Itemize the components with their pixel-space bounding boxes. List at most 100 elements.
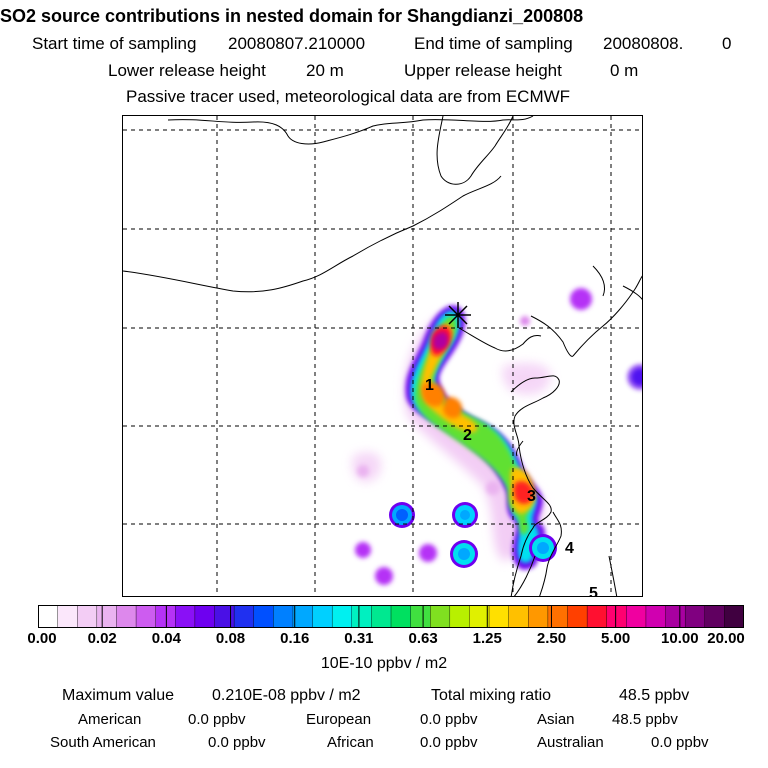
colorbar-tick-label: 20.00	[707, 630, 745, 647]
colorbar-tick-label: 0.00	[27, 630, 57, 647]
colorbar-tick-label: 1.25	[472, 630, 502, 647]
region-name-asian: Asian	[537, 711, 575, 728]
region-value-australian: 0.0 ppbv	[651, 734, 709, 751]
colorbar-tick-label: 2.50	[536, 630, 567, 647]
colorbar-cell	[135, 605, 157, 628]
start-time-value: 20080807.210000	[228, 34, 366, 53]
colorbar-tick-label: 10.00	[661, 630, 699, 647]
colorbar-cell	[77, 605, 98, 628]
colorbar-cell	[155, 605, 176, 628]
plume-orange-mid	[421, 382, 446, 407]
colorbar-cell	[214, 605, 235, 628]
plume-red-south	[513, 481, 534, 504]
plume-magenta-core	[433, 331, 449, 350]
upper-release-label: Upper release height	[404, 61, 562, 80]
colorbar-tick-label: 0.63	[408, 630, 438, 647]
region-name-european: European	[306, 711, 372, 728]
region-value-african: 0.0 ppbv	[420, 734, 478, 751]
blob-violet-c	[375, 567, 393, 585]
colorbar-tick-label: 0.04	[151, 630, 181, 647]
region-name-australian: Australian	[537, 734, 604, 751]
lower-release-value: 20 m	[306, 61, 344, 80]
start-time-label: Start time of sampling	[32, 34, 197, 53]
end-time-label: End time of sampling	[414, 34, 573, 53]
map-gridlines	[123, 116, 642, 596]
region-label-4: 4	[565, 540, 574, 557]
colorbar-cell	[567, 605, 588, 628]
colorbar-tick-label: 5.00	[601, 630, 631, 647]
colorbar-cell	[351, 605, 373, 628]
colorbar-cell	[312, 605, 333, 628]
upper-release-value: 0 m	[610, 61, 639, 80]
region-name-american: American	[78, 711, 142, 728]
map-plot-area: 1 2 3 4 5	[122, 115, 643, 597]
colorbar-tick-label: 0.16	[280, 630, 310, 647]
colorbar-cell	[430, 605, 451, 628]
end-time-value: 20080808.	[603, 34, 684, 53]
colorbar-cell	[469, 605, 490, 628]
region-label-5: 5	[589, 585, 598, 597]
colorbar-cell	[508, 605, 529, 628]
blob-west-2	[452, 502, 478, 528]
region-value-asian: 48.5 ppbv	[612, 711, 678, 728]
end-time-hour: 0	[722, 34, 732, 53]
region-label-1: 1	[425, 377, 434, 394]
map-svg: 1 2 3 4 5	[123, 116, 642, 597]
colorbar-cell	[331, 605, 353, 628]
region-value-south-american: 0.0 ppbv	[208, 734, 266, 751]
colorbar-cell	[96, 605, 118, 628]
colorbar	[38, 605, 744, 628]
colorbar-cell	[116, 605, 137, 628]
colorbar-tick-label: 0.02	[87, 630, 117, 647]
colorbar-cell	[488, 605, 510, 628]
colorbar-cell	[586, 605, 608, 628]
blob-pink-f	[486, 481, 500, 495]
colorbar-tick-label: 0.31	[344, 630, 374, 647]
colorbar-cell	[410, 605, 431, 628]
region-value-european: 0.0 ppbv	[420, 711, 478, 728]
coastlines	[123, 116, 642, 596]
colorbar-cell	[57, 605, 78, 628]
region-label-3: 3	[527, 488, 536, 505]
blob-violet-b	[355, 542, 371, 558]
colorbar-cell	[273, 605, 294, 628]
region-label-2: 2	[463, 427, 472, 444]
plume-heatmap	[352, 288, 642, 585]
receptor-marker	[445, 302, 471, 328]
chart-title: SO2 source contributions in nested domai…	[0, 6, 584, 26]
colorbar-cell	[645, 605, 667, 628]
colorbar-cell	[371, 605, 392, 628]
max-value: 0.210E-08 ppbv / m2	[212, 687, 361, 704]
region-name-south-american: South American	[50, 734, 156, 751]
colorbar-cell	[292, 605, 314, 628]
colorbar-cell	[724, 605, 744, 628]
blob-east-edge-outer	[627, 364, 642, 390]
colorbar-cell	[665, 605, 686, 628]
lower-release-label: Lower release height	[108, 61, 266, 80]
tracer-note: Passive tracer used, meteorological data…	[126, 87, 571, 106]
total-mixing-label: Total mixing ratio	[431, 687, 552, 704]
colorbar-cell	[233, 605, 255, 628]
blob-south-4	[529, 534, 557, 562]
colorbar-cell	[528, 605, 549, 628]
colorbar-cell	[390, 605, 412, 628]
plume-haze-3	[502, 362, 551, 395]
blob-pink-e	[357, 465, 369, 477]
blob-violet-a	[419, 544, 437, 562]
region-value-american: 0.0 ppbv	[188, 711, 246, 728]
colorbar-cell	[253, 605, 275, 628]
colorbar-units: 10E-10 ppbv / m2	[320, 655, 448, 672]
plume-orange-mid2	[443, 397, 463, 419]
colorbar-cell	[194, 605, 216, 628]
blob-south-1	[450, 540, 478, 568]
colorbar-cell	[547, 605, 569, 628]
region-name-african: African	[327, 734, 374, 751]
colorbar-cell	[684, 605, 706, 628]
colorbar-cell	[449, 605, 471, 628]
blob-northeast	[570, 288, 592, 310]
colorbar-cell	[175, 605, 196, 628]
colorbar-cell	[626, 605, 647, 628]
colorbar-cell	[38, 605, 59, 628]
colorbar-tick-label: 0.08	[215, 630, 246, 647]
colorbar-cell	[606, 605, 628, 628]
